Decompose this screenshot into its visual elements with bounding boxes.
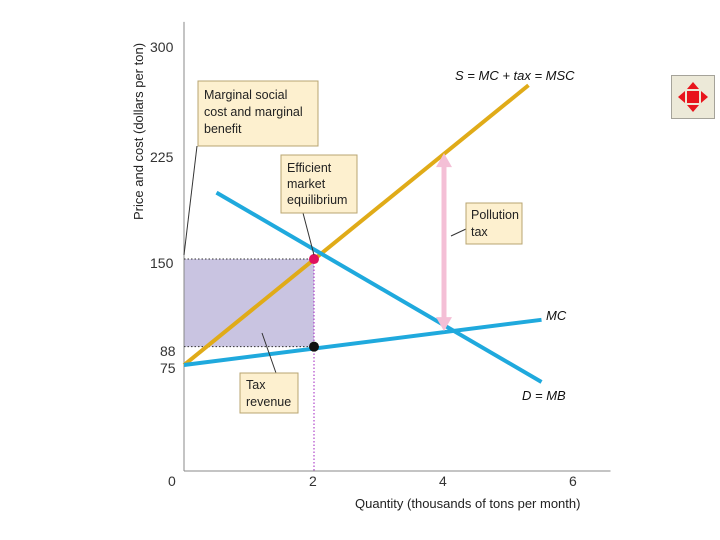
series-label-mc: MC <box>546 308 567 323</box>
red-cross-arrows-icon <box>678 82 708 112</box>
svg-text:cost and marginal: cost and marginal <box>204 105 303 119</box>
y-tick-225: 225 <box>150 149 174 165</box>
y-tick-75: 75 <box>160 360 176 376</box>
x-axis-title: Quantity (thousands of tons per month) <box>355 496 580 511</box>
series-line-msc <box>182 83 530 367</box>
leader-efficient <box>302 212 315 256</box>
svg-text:equilibrium: equilibrium <box>287 193 347 207</box>
y-tick-300: 300 <box>150 39 174 55</box>
series-line-mb <box>215 190 543 384</box>
x-tick-0: 0 <box>168 473 176 489</box>
leader-marginal-social <box>183 145 198 256</box>
svg-text:Tax: Tax <box>246 378 266 392</box>
callout-marginal-social-cost: Marginal social cost and marginal benefi… <box>197 80 319 147</box>
leader-pollution <box>450 228 467 237</box>
svg-text:revenue: revenue <box>246 395 291 409</box>
svg-text:Efficient: Efficient <box>287 161 332 175</box>
y-tick-88: 88 <box>160 343 176 359</box>
series-line-mc <box>183 317 542 368</box>
efficient-equilibrium-point <box>309 254 319 265</box>
pollution-tax-arrow <box>436 153 452 332</box>
svg-text:Pollution: Pollution <box>471 208 519 222</box>
y-tick-150: 150 <box>150 255 174 271</box>
callout-pollution-tax: Pollution tax <box>465 202 523 245</box>
callout-efficient-market-equilibrium: Efficient market equilibrium <box>280 154 358 214</box>
y-axis-title: Price and cost (dollars per ton) <box>131 43 146 220</box>
series-label-msc: S = MC + tax = MSC <box>455 68 575 83</box>
tax-revenue-area <box>184 259 314 347</box>
series-label-mb: D = MB <box>522 388 566 403</box>
x-tick-2: 2 <box>309 473 317 489</box>
svg-text:tax: tax <box>471 225 488 239</box>
leader-tax-revenue <box>261 332 277 374</box>
x-tick-4: 4 <box>439 473 447 489</box>
svg-text:benefit: benefit <box>204 122 242 136</box>
svg-text:market: market <box>287 177 326 191</box>
x-tick-6: 6 <box>569 473 577 489</box>
mc-point <box>309 341 319 352</box>
svg-text:Marginal social: Marginal social <box>204 88 287 102</box>
callout-tax-revenue: Tax revenue <box>239 372 299 414</box>
nav-control-button[interactable] <box>671 75 715 119</box>
